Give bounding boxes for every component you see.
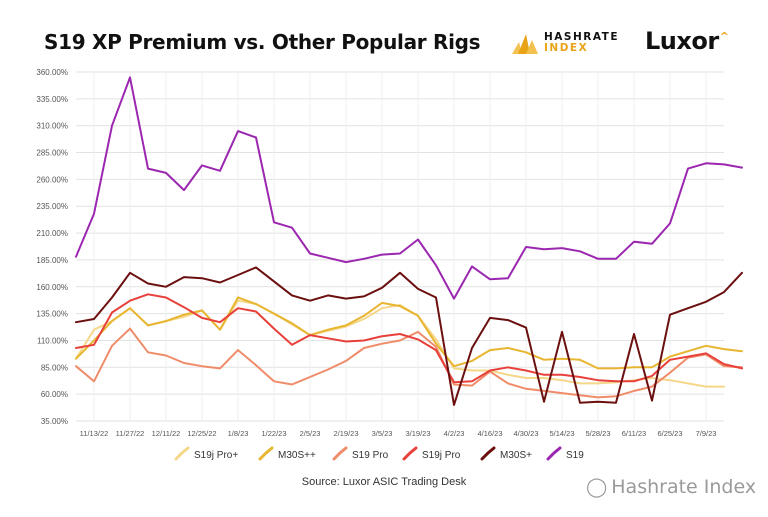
- source-note: Source: Luxor ASIC Trading Desk: [301, 476, 467, 488]
- legend-label: S19: [566, 450, 584, 461]
- legend-item: S19j Pro: [402, 446, 461, 461]
- x-axis-ticks: 11/13/22 11/27/22 12/11/22 12/25/22 1/8/23 1/…: [80, 429, 717, 438]
- legend-label: M30S+: [500, 450, 532, 461]
- x-tick-label: 5/28/23: [585, 429, 610, 438]
- hashrate-index-logo-icon: [512, 34, 538, 54]
- series-line-m30s-: [75, 296, 743, 370]
- legend-swatch: [402, 446, 418, 461]
- legend-item: M30S++: [258, 446, 316, 461]
- y-tick-label: 160.00%: [36, 283, 68, 292]
- chart-legend: S19j Pro+ M30S++ S19 Pro S19j Pro M30S+ S19: [174, 446, 584, 461]
- x-tick-label: 11/13/22: [80, 429, 109, 438]
- y-axis-ticks: 35.00% 60.00% 85.00% 110.00% 135.00% 160.00% 1…: [36, 68, 68, 426]
- y-tick-label: 110.00%: [37, 336, 68, 345]
- hashrate-logo-line2: INDEX: [544, 42, 589, 54]
- x-tick-label: 3/19/23: [405, 429, 430, 438]
- x-tick-label: 7/9/23: [696, 429, 717, 438]
- watermark-text: Hashrate Index: [611, 476, 757, 498]
- watermark: ◯ Hashrate Index: [586, 476, 756, 498]
- chart-grid: [76, 71, 724, 422]
- series-line-m30s-: [75, 266, 743, 406]
- legend-label: S19 Pro: [352, 450, 389, 461]
- x-tick-label: 6/25/23: [657, 429, 682, 438]
- legend-label: S19j Pro+: [194, 450, 238, 461]
- x-tick-label: 6/11/23: [622, 429, 646, 438]
- legend-item: S19j Pro+: [174, 446, 238, 461]
- luxor-caret-icon: ^: [719, 30, 729, 43]
- luxor-logo-text: Luxor: [645, 27, 719, 55]
- luxor-logo: Luxor^: [645, 27, 729, 55]
- y-tick-label: 185.00%: [36, 256, 68, 265]
- chart-series: [75, 76, 743, 406]
- y-tick-label: 360.00%: [36, 68, 68, 77]
- legend-item: M30S+: [480, 446, 532, 461]
- legend-item: S19: [546, 446, 584, 461]
- legend-item: S19 Pro: [332, 446, 389, 461]
- x-tick-label: 2/5/23: [300, 429, 321, 438]
- hashrate-logo-line1: HASHRATE: [544, 31, 619, 43]
- y-tick-label: 210.00%: [36, 229, 68, 238]
- x-tick-label: 11/27/22: [116, 429, 145, 438]
- legend-swatch: [332, 446, 348, 461]
- y-tick-label: 85.00%: [41, 363, 68, 372]
- x-tick-label: 3/5/23: [372, 429, 393, 438]
- legend-label: M30S++: [278, 450, 316, 461]
- legend-swatch: [258, 446, 274, 461]
- hashrate-index-logo: HASHRATE INDEX: [512, 30, 619, 56]
- line-chart: 35.00% 60.00% 85.00% 110.00% 135.00% 160.00% 1…: [36, 68, 743, 461]
- series-line-s19: [75, 76, 743, 300]
- x-tick-label: 4/16/23: [477, 429, 502, 438]
- y-tick-label: 310.00%: [36, 122, 68, 131]
- y-tick-label: 35.00%: [41, 417, 68, 426]
- series-line-s19j-pro: [75, 293, 743, 384]
- y-tick-label: 60.00%: [41, 390, 68, 399]
- x-tick-label: 12/25/22: [187, 429, 216, 438]
- legend-swatch: [546, 446, 562, 461]
- legend-swatch: [174, 446, 190, 461]
- x-tick-label: 5/14/23: [549, 429, 574, 438]
- x-tick-label: 1/22/23: [261, 429, 286, 438]
- x-tick-label: 4/30/23: [513, 429, 538, 438]
- x-tick-label: 12/11/22: [152, 429, 181, 438]
- x-tick-label: 2/19/23: [333, 429, 358, 438]
- legend-label: S19j Pro: [422, 450, 461, 461]
- y-tick-label: 335.00%: [36, 95, 68, 104]
- chat-bubble-icon: ◯: [586, 476, 608, 498]
- x-tick-label: 4/2/23: [444, 429, 465, 438]
- y-tick-label: 135.00%: [36, 310, 68, 319]
- x-tick-label: 1/8/23: [228, 429, 249, 438]
- y-tick-label: 235.00%: [36, 202, 68, 211]
- y-tick-label: 260.00%: [36, 175, 68, 184]
- y-tick-label: 285.00%: [36, 149, 68, 158]
- page-title: S19 XP Premium vs. Other Popular Rigs: [44, 30, 481, 54]
- legend-swatch: [480, 446, 496, 461]
